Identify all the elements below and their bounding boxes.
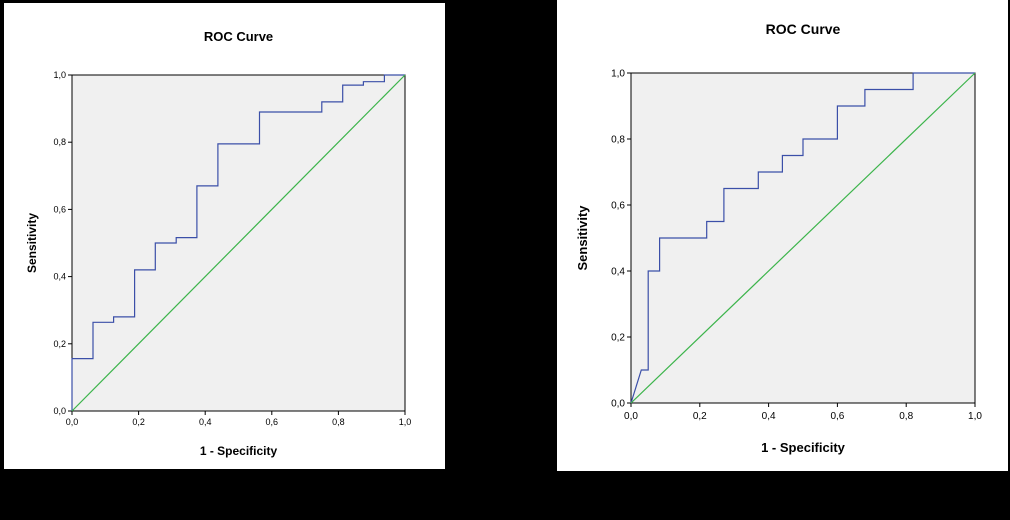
roc-chart-right: ROC Curve 1 - Specificity Sensitivity 0,0 0,… (575, 21, 982, 455)
x-tick-label: 0,6 (830, 411, 844, 422)
y-tick-label: 0,8 (611, 134, 625, 145)
x-tick-label: 0,8 (899, 411, 913, 422)
y-tick-label: 0,8 (53, 137, 66, 147)
y-tick-label: 0,4 (611, 266, 625, 277)
y-tick-label: 0,6 (611, 200, 625, 211)
x-tick-label: 0,6 (266, 417, 279, 427)
y-tick-label: 0,6 (53, 204, 66, 214)
x-tick-label: 0,4 (762, 411, 776, 422)
y-tick-label: 0,2 (53, 339, 66, 349)
reference-diagonal-line (71, 74, 406, 412)
y-tick-label: 0,4 (53, 272, 66, 282)
roc-curve-line (630, 72, 975, 404)
y-tick-label: 0,0 (53, 406, 66, 416)
y-tick-label: 1,0 (611, 68, 625, 79)
reference-diagonal-line (630, 72, 976, 404)
x-tick-label: 1,0 (968, 411, 982, 422)
y-tick-label: 1,0 (53, 70, 66, 80)
roc-chart-right-panel: ROC Curve 1 - Specificity Sensitivity 0,0 0,… (557, 0, 1008, 471)
chart-title: ROC Curve (766, 21, 841, 37)
x-tick-label: 0,2 (132, 417, 145, 427)
x-axis-label: 1 - Specificity (200, 444, 278, 458)
y-axis-label: Sensitivity (575, 205, 590, 271)
roc-curve-line (71, 74, 405, 411)
roc-chart-left-panel: ROC Curve 1 - Specificity Sensitivity 0,0 0,… (4, 3, 445, 469)
x-axis-label: 1 - Specificity (761, 440, 846, 455)
x-tick-label: 0,8 (332, 417, 345, 427)
x-tick-label: 0,2 (693, 411, 707, 422)
y-tick-label: 0,0 (611, 398, 625, 409)
x-tick-label: 0,4 (199, 417, 212, 427)
x-tick-label: 1,0 (399, 417, 412, 427)
x-tick-label: 0,0 (624, 411, 638, 422)
chart-title: ROC Curve (204, 29, 273, 44)
y-axis-label: Sensitivity (25, 213, 39, 273)
x-tick-label: 0,0 (66, 417, 79, 427)
y-tick-label: 0,2 (611, 332, 625, 343)
